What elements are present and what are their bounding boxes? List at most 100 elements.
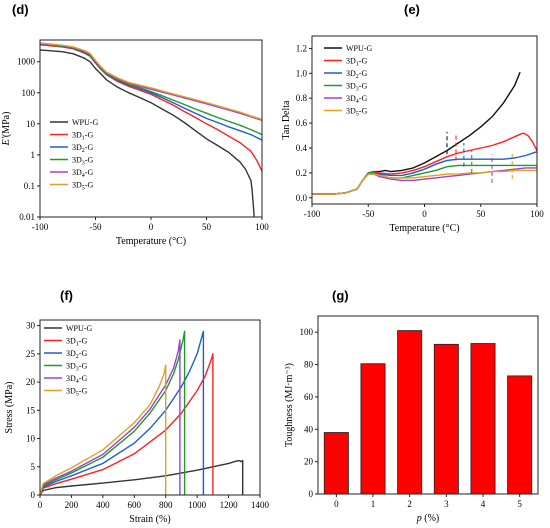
panel-label: (f) <box>60 288 73 303</box>
x-tick-label: 0 <box>334 499 339 509</box>
panel-label: (e) <box>404 2 420 17</box>
x-tick-label: 1 <box>371 499 376 509</box>
x-axis-title: Temperature (°C) <box>389 223 459 234</box>
legend-label: 3D5-G <box>72 181 93 192</box>
x-tick-label: -50 <box>90 222 102 232</box>
x-axis-title: Temperature (°C) <box>116 236 186 247</box>
x-tick-label: 4 <box>481 499 486 509</box>
legend-label: WPU-G <box>66 324 92 333</box>
x-axis-title: Strain (%) <box>129 514 170 525</box>
plot-frame <box>317 315 539 495</box>
y-tick-label: 30 <box>26 321 36 331</box>
legend-label: 3D2-G <box>72 143 93 154</box>
bar-p-3 <box>433 343 459 494</box>
x-tick-label: 50 <box>476 209 486 219</box>
chart-panel-1: (e) -100 -50 0 50 100 0.0 0.2 0.4 0.6 0.8 1.0 1.2 Tem… <box>281 2 544 234</box>
y-tick-label: 5 <box>31 462 36 472</box>
x-tick-label: -50 <box>362 209 374 219</box>
y-tick-label: 0.2 <box>296 168 307 178</box>
legend-label: 3D3-G <box>72 156 93 167</box>
y-tick-label: 10 <box>26 434 36 444</box>
x-tick-label: 0 <box>38 500 43 510</box>
y-axis-title: Toughness (MJ·m⁻³) <box>284 363 295 447</box>
x-tick-label: -100 <box>304 209 321 219</box>
series-line-wpu-g <box>40 49 255 217</box>
legend-label: 3D1-G <box>72 131 93 142</box>
chart-panel-0: (d) -100 -50 0 50 100 0.01 0.1 1 10 100 1000 Tempera… <box>1 2 269 247</box>
plot-area <box>40 42 262 217</box>
legend-label: 3D4-G <box>66 374 87 385</box>
y-tick-label: 0.4 <box>296 143 308 153</box>
legend-label: 3D4-G <box>346 94 367 105</box>
series-line-3d2-g <box>40 330 205 495</box>
x-axis-title: p (%) <box>416 513 440 524</box>
legend-label: 3D2-G <box>66 349 87 360</box>
y-tick-label: 40 <box>304 424 314 434</box>
legend-label: 3D1-G <box>346 57 367 68</box>
y-tick-label: 0.0 <box>296 193 308 203</box>
y-axis-title: E'(MPa) <box>1 112 12 147</box>
x-tick-label: 1400 <box>251 500 270 510</box>
legend-label: 3D3-G <box>346 82 367 93</box>
plot-area <box>40 330 244 495</box>
y-axis-title: Stress (MPa) <box>4 382 15 434</box>
y-tick-label: 20 <box>304 457 314 467</box>
plot-area <box>323 330 533 494</box>
y-tick-label: 0 <box>309 489 314 499</box>
y-tick-label: 15 <box>26 405 36 415</box>
x-tick-label: 0 <box>422 209 427 219</box>
bar-p-5 <box>507 375 533 494</box>
y-tick-label: 100 <box>300 327 314 337</box>
series-line-3d5-g <box>40 42 262 120</box>
y-tick-label: 0.8 <box>296 93 308 103</box>
y-tick-label: 10 <box>26 119 36 129</box>
plot-area <box>312 71 537 195</box>
y-tick-label: 1 <box>31 150 36 160</box>
bar-p-0 <box>323 432 349 494</box>
y-tick-label: 0.01 <box>19 212 35 222</box>
series-line-wpu-g <box>40 459 244 495</box>
bar-p-2 <box>397 330 423 494</box>
series-line-3d4-g <box>40 339 181 495</box>
y-tick-label: 25 <box>26 349 36 359</box>
y-tick-label: 0 <box>31 490 36 500</box>
y-tick-label: 80 <box>304 360 314 370</box>
legend-label: WPU-G <box>346 44 372 53</box>
panel-label: (d) <box>12 2 29 17</box>
chart-panel-2: (f) 0 200 400 600 800 1000 1200 1400 0 5 10 15 20 25 30… <box>4 288 270 525</box>
x-tick-label: 0 <box>149 222 154 232</box>
y-tick-label: 1.2 <box>296 43 307 53</box>
plot-frame <box>39 39 263 218</box>
x-tick-label: 5 <box>517 499 522 509</box>
x-tick-label: 100 <box>530 209 544 219</box>
legend-label: 3D3-G <box>66 362 87 373</box>
x-tick-label: 800 <box>159 500 173 510</box>
x-tick-label: 1200 <box>220 500 239 510</box>
series-line-3d3-g <box>40 330 186 495</box>
y-axis-title: Tan Delta <box>281 100 292 140</box>
y-tick-label: 20 <box>26 377 36 387</box>
x-tick-label: 3 <box>444 499 449 509</box>
x-tick-label: 2 <box>407 499 412 509</box>
y-tick-label: 0.1 <box>24 181 35 191</box>
y-tick-label: 1000 <box>17 57 36 67</box>
legend-label: 3D4-G <box>72 168 93 179</box>
legend-label: WPU-G <box>72 118 98 127</box>
x-tick-label: 200 <box>65 500 79 510</box>
plot-frame <box>39 319 261 496</box>
x-tick-label: 100 <box>255 222 269 232</box>
chart-panel-3: (g) 0 1 2 3 4 5 0 20 40 60 80 100 p (%) Toughness (MJ·… <box>284 288 539 524</box>
x-tick-label: 400 <box>96 500 110 510</box>
y-tick-label: 100 <box>22 88 36 98</box>
legend-label: 3D1-G <box>66 337 87 348</box>
y-tick-label: 1.0 <box>296 68 308 78</box>
panel-label: (g) <box>332 288 349 303</box>
y-tick-label: 0.6 <box>296 118 308 128</box>
y-tick-label: 60 <box>304 392 314 402</box>
legend-label: 3D5-G <box>66 387 87 398</box>
x-tick-label: 600 <box>128 500 142 510</box>
legend-label: 3D2-G <box>346 69 367 80</box>
